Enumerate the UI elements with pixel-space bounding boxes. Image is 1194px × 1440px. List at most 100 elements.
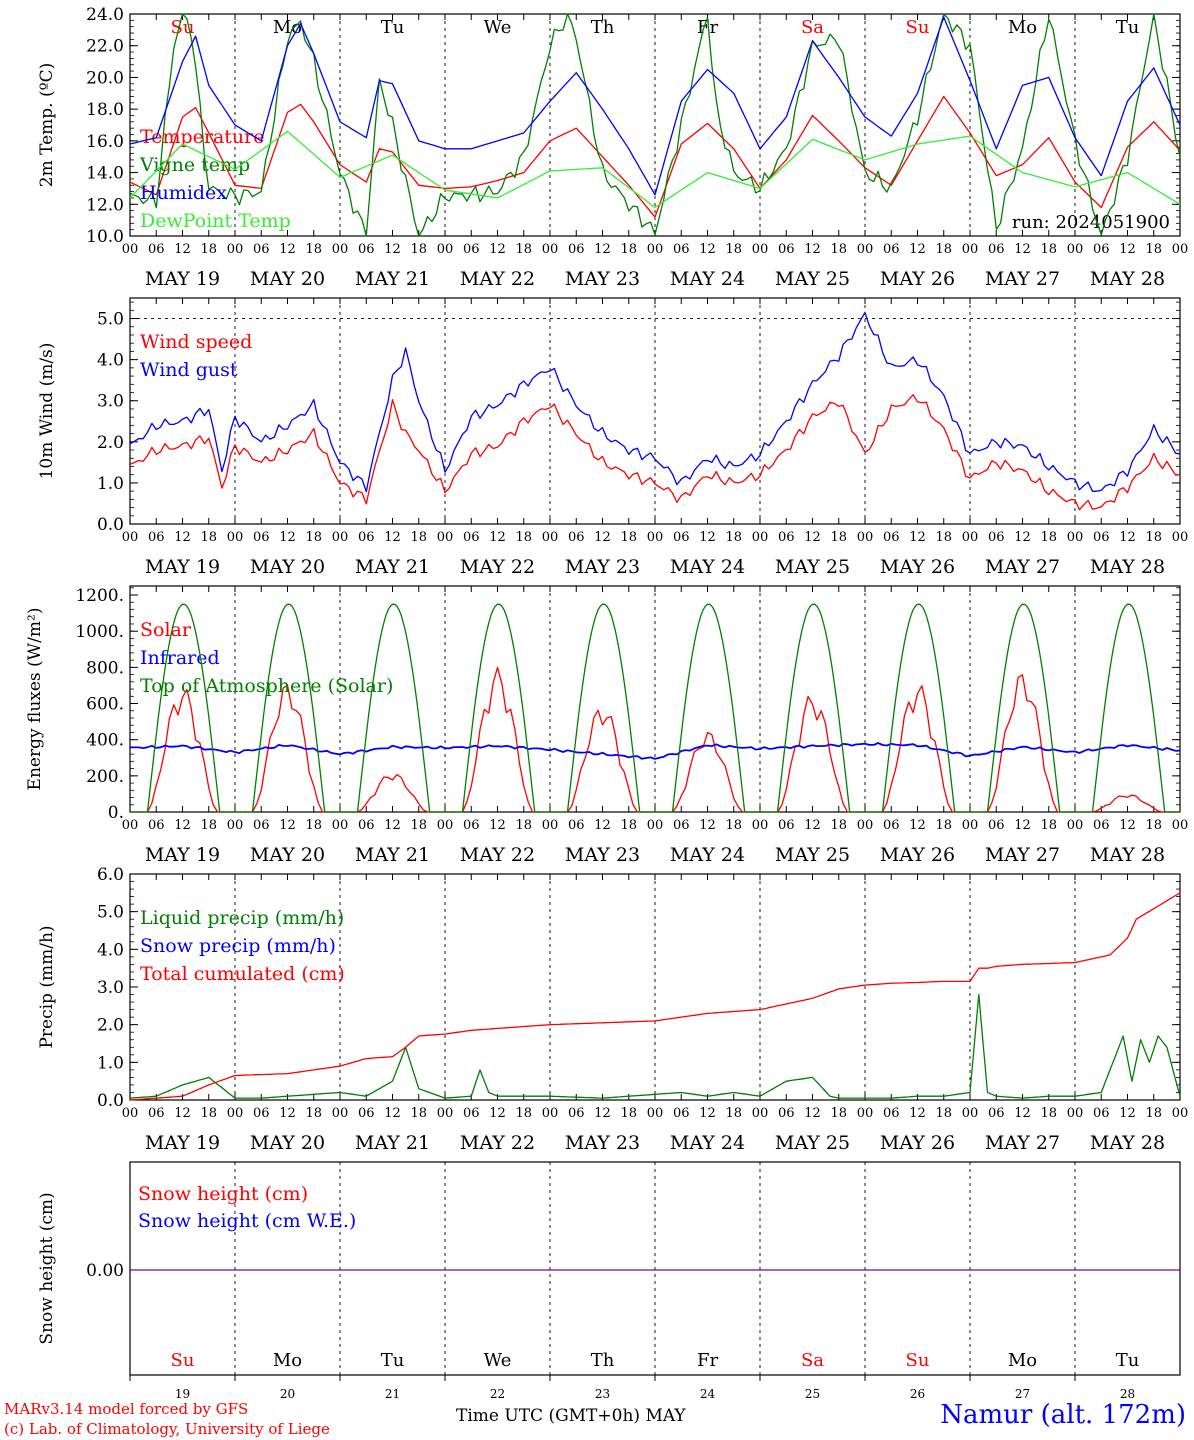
- x-hour-label: 12: [489, 530, 506, 545]
- x-hour-label: 18: [725, 530, 742, 545]
- x-hour-label: 12: [174, 1106, 191, 1121]
- x-hour-label: 06: [673, 242, 690, 257]
- x-hour-label: 18: [1145, 530, 1162, 545]
- series-line-liquid-precip-mm-h-: [129, 993, 1181, 1099]
- weekday-label: Sa: [801, 1350, 824, 1371]
- y-tick-label: 5.0: [97, 903, 124, 923]
- x-day-label: MAY 19: [145, 268, 220, 290]
- x-hour-label: 12: [699, 818, 716, 833]
- x-hour-label: 06: [253, 1106, 270, 1121]
- x-hour-label: 06: [253, 818, 270, 833]
- x-day-label: MAY 28: [1090, 556, 1165, 578]
- y-tick-label: 20.0: [86, 68, 124, 88]
- x-hour-label: 18: [410, 818, 427, 833]
- x-hour-label: 00: [752, 530, 769, 545]
- x-hour-label: 00: [962, 242, 979, 257]
- x-hour-label: 00: [1172, 1106, 1189, 1121]
- y-axis-label: Precip (mm/h): [37, 925, 57, 1048]
- x-hour-label: 06: [883, 530, 900, 545]
- panel-wind: 0.0 1.0 2.0 3.0 4.0 5.0 10m Wind (m/s) 00 06 12 18…: [37, 297, 1188, 578]
- x-day-label: MAY 26: [880, 268, 955, 290]
- y-axis-label: Energy fluxes (W/m²): [25, 608, 45, 791]
- x-hour-label: 06: [778, 530, 795, 545]
- x-hour-label: 06: [778, 818, 795, 833]
- x-hour-label: 00: [857, 530, 874, 545]
- x-axis-title: Time UTC (GMT+0h) MAY: [456, 1406, 686, 1426]
- y-tick-label: 4.0: [97, 940, 124, 960]
- x-hour-label: 06: [1093, 818, 1110, 833]
- x-hour-label: 12: [174, 242, 191, 257]
- x-hour-label: 00: [437, 242, 454, 257]
- day-number-label: 25: [805, 1387, 820, 1401]
- y-tick-label: 1.0: [97, 1053, 124, 1073]
- x-hour-label: 18: [830, 818, 847, 833]
- y-tick-label: 14.0: [86, 164, 124, 184]
- x-hour-label: 12: [279, 530, 296, 545]
- x-hour-label: 06: [988, 242, 1005, 257]
- weekday-label: Su: [171, 17, 195, 38]
- x-hour-label: 12: [699, 1106, 716, 1121]
- legend-humidex: Humidex: [140, 182, 227, 204]
- x-hour-label: 06: [778, 1106, 795, 1121]
- x-hour-label: 06: [883, 242, 900, 257]
- x-day-label: MAY 26: [880, 1132, 955, 1154]
- x-hour-label: 00: [437, 530, 454, 545]
- x-hour-label: 00: [542, 242, 559, 257]
- x-hour-label: 18: [935, 530, 952, 545]
- y-tick-label: 4.0: [97, 351, 124, 371]
- x-hour-label: 12: [489, 818, 506, 833]
- x-hour-label: 00: [227, 530, 244, 545]
- x-hour-label: 12: [174, 530, 191, 545]
- x-day-label: MAY 27: [985, 556, 1060, 578]
- x-day-label: MAY 23: [565, 1132, 640, 1154]
- x-day-label: MAY 28: [1090, 844, 1165, 866]
- x-hour-label: 06: [463, 242, 480, 257]
- x-hour-label: 12: [1119, 818, 1136, 833]
- x-hour-label: 18: [515, 818, 532, 833]
- x-day-label: MAY 25: [775, 844, 850, 866]
- x-hour-label: 12: [909, 242, 926, 257]
- y-tick-label: 6.0: [97, 865, 124, 885]
- x-day-label: MAY 25: [775, 1132, 850, 1154]
- x-hour-label: 12: [909, 530, 926, 545]
- day-number-label: 19: [175, 1387, 190, 1401]
- y-tick-label: 400.: [86, 731, 124, 751]
- x-day-label: MAY 20: [250, 1132, 325, 1154]
- x-hour-label: 18: [200, 818, 217, 833]
- y-tick-label: 24.0: [86, 5, 124, 25]
- x-hour-label: 18: [410, 530, 427, 545]
- x-hour-label: 18: [1040, 242, 1057, 257]
- legend-vigne-temp: Vigne temp: [139, 154, 250, 176]
- x-hour-label: 18: [200, 242, 217, 257]
- x-hour-label: 18: [1145, 818, 1162, 833]
- x-hour-label: 12: [1014, 242, 1031, 257]
- x-hour-label: 18: [305, 818, 322, 833]
- weekday-label: We: [484, 17, 512, 38]
- x-hour-label: 06: [253, 242, 270, 257]
- panel-precip: 0.0 1.0 2.0 3.0 4.0 5.0 6.0 Precip (mm/h) 00 06 12…: [37, 865, 1188, 1154]
- x-hour-label: 06: [673, 1106, 690, 1121]
- x-day-label: MAY 22: [460, 844, 535, 866]
- x-hour-label: 18: [1040, 1106, 1057, 1121]
- x-hour-label: 06: [988, 530, 1005, 545]
- x-hour-label: 00: [542, 818, 559, 833]
- x-hour-label: 18: [1040, 530, 1057, 545]
- x-day-label: MAY 23: [565, 556, 640, 578]
- x-hour-label: 00: [962, 530, 979, 545]
- x-hour-label: 18: [725, 242, 742, 257]
- y-tick-label: 22.0: [86, 37, 124, 57]
- x-hour-label: 06: [673, 530, 690, 545]
- x-hour-label: 00: [1067, 818, 1084, 833]
- y-tick-label: 0.0: [97, 1091, 124, 1111]
- y-tick-label: 1000.: [75, 622, 124, 642]
- x-day-label: MAY 22: [460, 268, 535, 290]
- x-hour-label: 12: [279, 1106, 296, 1121]
- x-hour-label: 12: [1119, 530, 1136, 545]
- legend-snow-precip-mm-h-: Snow precip (mm/h): [140, 935, 336, 957]
- x-hour-label: 18: [515, 242, 532, 257]
- x-day-label: MAY 19: [145, 1132, 220, 1154]
- x-hour-label: 00: [857, 818, 874, 833]
- x-hour-label: 06: [358, 1106, 375, 1121]
- legend-solar: Solar: [140, 619, 192, 641]
